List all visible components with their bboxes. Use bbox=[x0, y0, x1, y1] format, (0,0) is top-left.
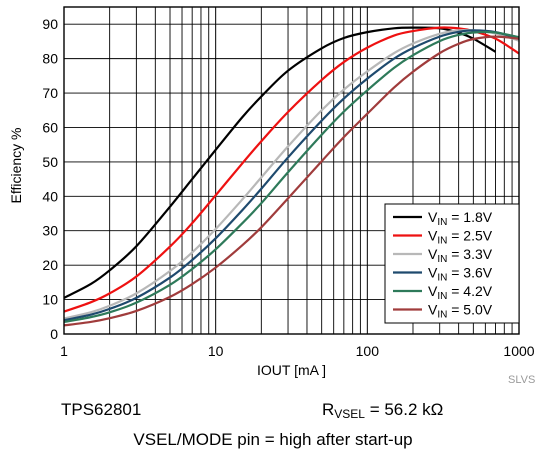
y-tick-label: 0 bbox=[50, 326, 58, 342]
legend-label: VIN = 2.5V bbox=[428, 228, 493, 247]
y-tick-label: 50 bbox=[42, 154, 58, 170]
legend-box bbox=[384, 203, 520, 324]
y-tick-label: 20 bbox=[42, 257, 58, 273]
tick-labels: 0 10 20 30 40 50 60 70 80 90 1 10 100 1000 bbox=[42, 16, 534, 359]
x-tick-label: 10 bbox=[208, 343, 224, 359]
legend-label: VIN = 3.3V bbox=[428, 246, 493, 265]
x-tick-label: 1000 bbox=[503, 343, 534, 359]
resistor-value: = 56.2 kΩ bbox=[364, 400, 444, 419]
x-tick-label: 100 bbox=[356, 343, 380, 359]
watermark-code: SLVS bbox=[508, 374, 535, 386]
series-line bbox=[63, 28, 520, 320]
caption-resistor: RVSEL = 56.2 kΩ bbox=[322, 400, 443, 421]
y-tick-label: 70 bbox=[42, 85, 58, 101]
legend-label: VIN = 5.0V bbox=[428, 302, 493, 321]
device-name: TPS62801 bbox=[61, 400, 142, 419]
series-lines bbox=[63, 26, 520, 327]
x-axis-label: IOUT [mA ] bbox=[257, 362, 326, 378]
y-tick-label: 40 bbox=[42, 188, 58, 204]
mode-note: VSEL/MODE pin = high after start-up bbox=[133, 430, 413, 449]
series-line bbox=[63, 29, 520, 322]
caption-device: TPS62801 bbox=[61, 400, 141, 420]
y-tick-label: 10 bbox=[42, 292, 58, 308]
y-axis-label: Efficiency % bbox=[8, 128, 24, 204]
resistor-symbol: R bbox=[322, 400, 335, 419]
legend-label: VIN = 3.6V bbox=[428, 265, 493, 284]
y-tick-label: 90 bbox=[42, 16, 58, 32]
caption-mode: VSEL/MODE pin = high after start-up bbox=[0, 430, 546, 450]
x-tick-label: 1 bbox=[60, 343, 68, 359]
resistor-subscript: VSEL bbox=[334, 407, 365, 421]
series-line bbox=[63, 35, 520, 327]
y-tick-label: 80 bbox=[42, 51, 58, 67]
y-tick-label: 60 bbox=[42, 119, 58, 135]
series-line bbox=[63, 30, 520, 324]
y-tick-label: 30 bbox=[42, 223, 58, 239]
series-line bbox=[63, 26, 520, 313]
legend-label: VIN = 4.2V bbox=[428, 283, 493, 302]
legend-label: VIN = 1.8V bbox=[428, 209, 493, 228]
plot-frame bbox=[63, 6, 520, 335]
